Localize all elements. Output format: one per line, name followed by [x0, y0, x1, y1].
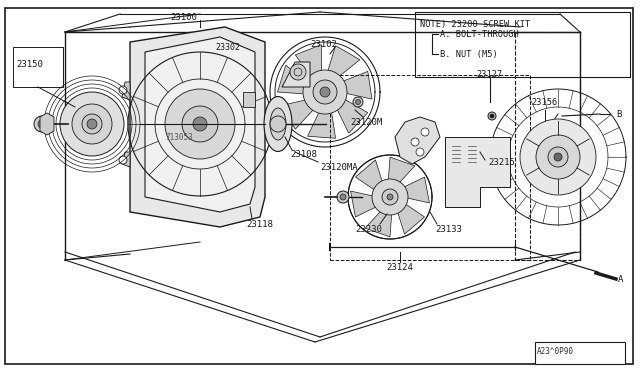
Polygon shape [40, 113, 54, 135]
Polygon shape [340, 71, 372, 99]
Text: A. BOLT-THROUGH: A. BOLT-THROUGH [440, 29, 519, 38]
Circle shape [411, 138, 419, 146]
Circle shape [119, 156, 127, 164]
Circle shape [520, 119, 596, 195]
Polygon shape [403, 177, 429, 203]
Polygon shape [278, 65, 312, 94]
Ellipse shape [264, 96, 292, 151]
Polygon shape [351, 191, 378, 217]
Text: 23120MA: 23120MA [320, 163, 358, 171]
Polygon shape [328, 46, 360, 80]
Text: 23127: 23127 [477, 70, 503, 78]
Circle shape [294, 68, 302, 76]
Circle shape [320, 87, 330, 97]
Circle shape [270, 116, 286, 132]
Circle shape [60, 92, 124, 156]
Text: 23100: 23100 [170, 13, 197, 22]
FancyBboxPatch shape [5, 8, 633, 364]
Text: A23^0P90: A23^0P90 [537, 347, 574, 356]
Circle shape [87, 119, 97, 129]
Circle shape [337, 191, 349, 203]
Text: 23230: 23230 [355, 224, 382, 234]
Polygon shape [145, 37, 255, 212]
Circle shape [382, 189, 398, 205]
Circle shape [490, 114, 494, 118]
Text: 23302: 23302 [215, 42, 240, 51]
Circle shape [543, 128, 547, 132]
Circle shape [554, 153, 562, 161]
Text: B: B [616, 109, 621, 119]
Polygon shape [395, 117, 440, 164]
Circle shape [182, 106, 218, 142]
Polygon shape [282, 62, 310, 87]
Circle shape [193, 117, 207, 131]
Circle shape [72, 104, 112, 144]
FancyBboxPatch shape [415, 12, 630, 77]
Text: B. NUT (M5): B. NUT (M5) [440, 49, 498, 58]
Polygon shape [243, 92, 255, 107]
Text: 23133: 23133 [435, 224, 462, 234]
Polygon shape [130, 27, 265, 227]
Circle shape [416, 148, 424, 156]
Polygon shape [535, 342, 625, 364]
Circle shape [548, 147, 568, 167]
Circle shape [421, 128, 429, 136]
Circle shape [372, 179, 408, 215]
Circle shape [119, 86, 127, 94]
Circle shape [34, 116, 50, 132]
Text: 23102: 23102 [310, 39, 337, 48]
Polygon shape [308, 107, 335, 138]
Text: A: A [618, 276, 623, 285]
Text: 23124: 23124 [387, 263, 413, 272]
Circle shape [290, 64, 306, 80]
Polygon shape [355, 160, 384, 190]
Circle shape [488, 112, 496, 120]
Polygon shape [122, 82, 130, 100]
Polygon shape [296, 45, 322, 78]
Polygon shape [122, 152, 130, 167]
Text: 23120M: 23120M [350, 118, 382, 126]
Circle shape [38, 120, 46, 128]
Polygon shape [365, 208, 392, 237]
Text: 23156: 23156 [532, 97, 558, 106]
Circle shape [540, 125, 550, 135]
Circle shape [303, 70, 347, 114]
Ellipse shape [270, 108, 286, 140]
Text: 23150: 23150 [16, 60, 43, 68]
Polygon shape [388, 157, 415, 186]
FancyBboxPatch shape [13, 47, 63, 87]
Text: 23118: 23118 [246, 219, 273, 228]
Circle shape [387, 194, 393, 200]
Text: 23215: 23215 [488, 157, 515, 167]
Circle shape [353, 97, 363, 107]
Circle shape [355, 99, 360, 105]
FancyBboxPatch shape [450, 162, 462, 197]
Text: 713053: 713053 [165, 132, 193, 141]
Circle shape [82, 114, 102, 134]
Circle shape [165, 89, 235, 159]
Circle shape [313, 80, 337, 104]
Polygon shape [445, 137, 510, 207]
Polygon shape [280, 99, 314, 129]
Polygon shape [334, 99, 368, 133]
Circle shape [536, 135, 580, 179]
Polygon shape [396, 204, 424, 234]
Text: NOTE) 23200 SCREW KIT: NOTE) 23200 SCREW KIT [420, 19, 531, 29]
FancyBboxPatch shape [466, 162, 478, 197]
Text: 23108: 23108 [290, 150, 317, 158]
Circle shape [340, 194, 346, 200]
